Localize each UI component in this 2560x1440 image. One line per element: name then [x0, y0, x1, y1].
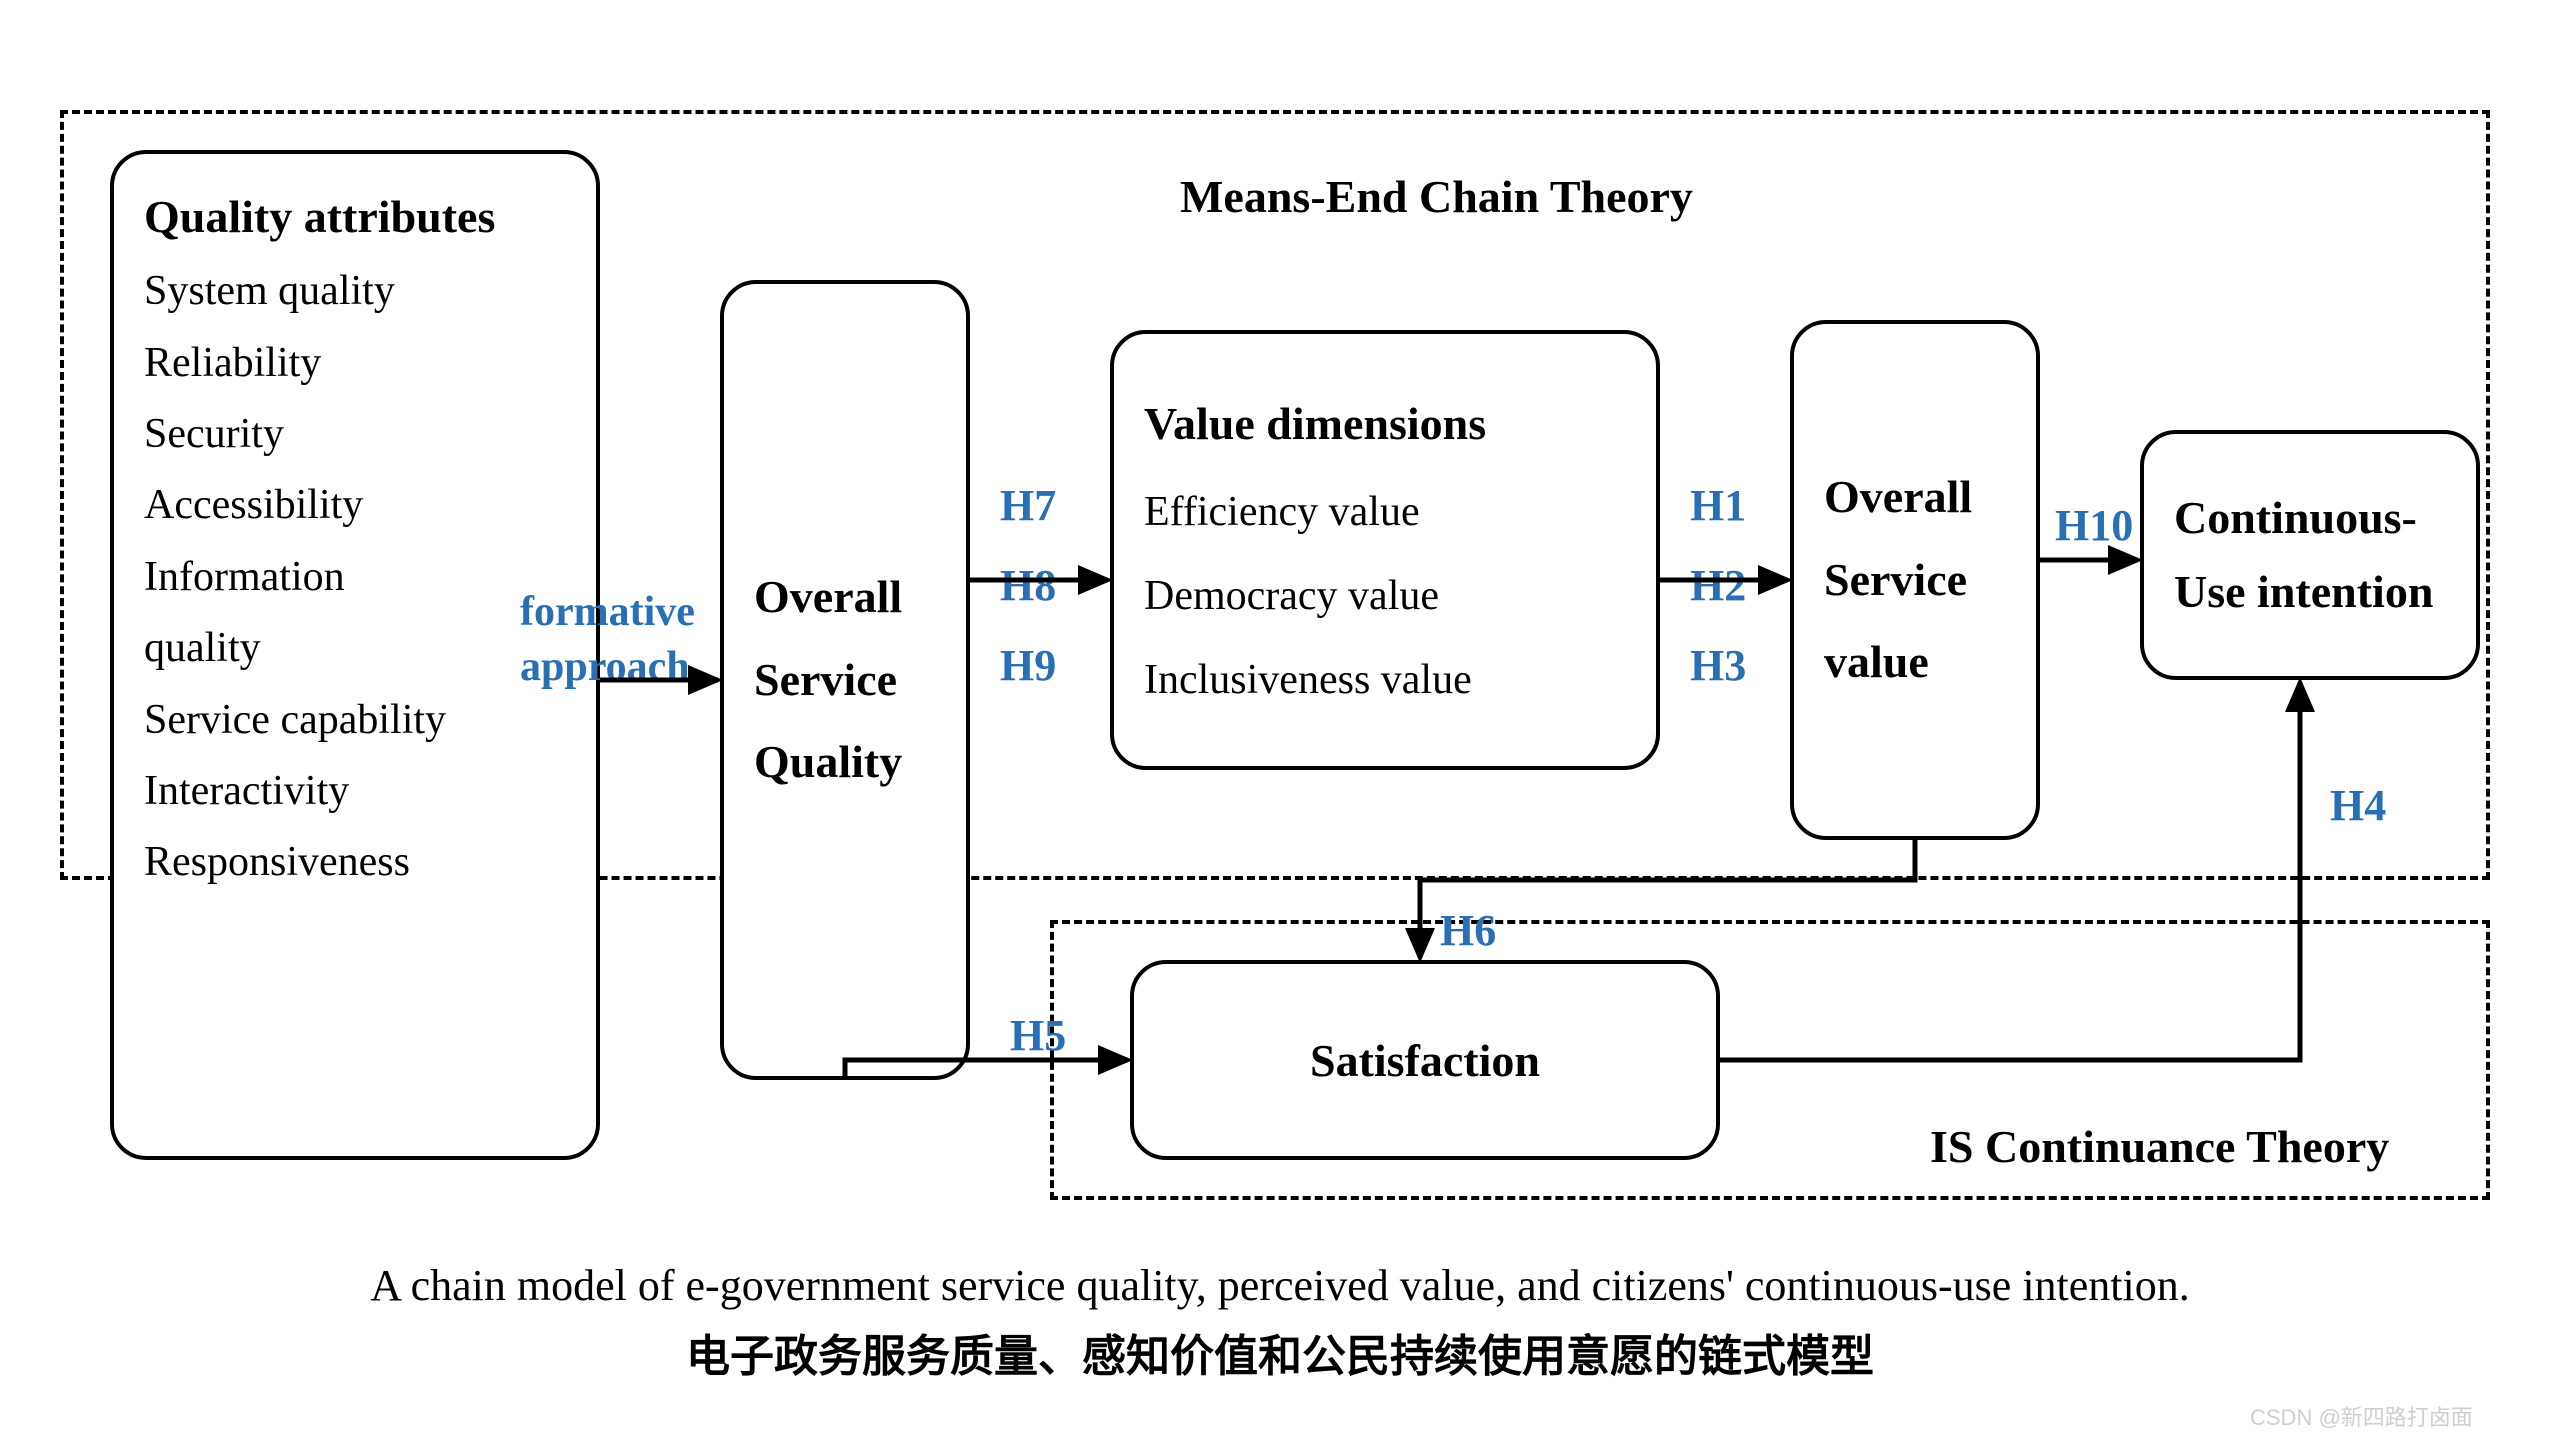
vd-item-0: Efficiency value	[1144, 470, 1626, 554]
oq-line-2: Quality	[754, 721, 936, 804]
qa-item-0: System quality	[144, 256, 566, 327]
formative-approach-label: formative approach	[520, 585, 695, 694]
quality-attributes-title: Quality attributes	[144, 191, 495, 242]
h7-label: H7	[1000, 480, 1056, 531]
means-end-label: Means-End Chain Theory	[1180, 170, 1693, 223]
qa-item-5: Service capability	[144, 685, 566, 756]
h2-label: H2	[1690, 560, 1746, 611]
qa-item-7: Responsiveness	[144, 827, 566, 898]
ov-line-0: Overall	[1824, 456, 2006, 539]
caption-zh: 电子政务服务质量、感知价值和公民持续使用意愿的链式模型	[0, 1320, 2560, 1384]
h10-label: H10	[2055, 500, 2133, 551]
h6-label: H6	[1440, 905, 1496, 956]
cu-line-1: Use intention	[2174, 555, 2446, 629]
ov-line-1: Service	[1824, 539, 2006, 622]
qa-item-4b: quality	[144, 613, 566, 684]
qa-item-4a: Information	[144, 542, 566, 613]
h8-label: H8	[1000, 560, 1056, 611]
watermark: CSDN @新四路打卤面	[2250, 1400, 2473, 1432]
ov-line-2: value	[1824, 621, 2006, 704]
h3-label: H3	[1690, 640, 1746, 691]
qa-item-1: Reliability	[144, 328, 566, 399]
h1-label: H1	[1690, 480, 1746, 531]
value-dimensions-title: Value dimensions	[1144, 378, 1626, 470]
vd-item-2: Inclusiveness value	[1144, 638, 1626, 722]
vd-item-1: Democracy value	[1144, 554, 1626, 638]
satisfaction-node: Satisfaction	[1130, 960, 1720, 1160]
qa-item-6: Interactivity	[144, 756, 566, 827]
h9-label: H9	[1000, 640, 1056, 691]
cu-line-0: Continuous-	[2174, 481, 2446, 555]
qa-item-3: Accessibility	[144, 470, 566, 541]
overall-quality-node: Overall Service Quality	[720, 280, 970, 1080]
h5-label: H5	[1010, 1010, 1066, 1061]
is-continuance-label: IS Continuance Theory	[1930, 1120, 2389, 1173]
overall-value-node: Overall Service value	[1790, 320, 2040, 840]
oq-line-1: Service	[754, 639, 936, 722]
caption-en: A chain model of e-government service qu…	[0, 1260, 2560, 1311]
satisfaction-title: Satisfaction	[1310, 1034, 1540, 1087]
h4-label: H4	[2330, 780, 2386, 831]
value-dimensions-node: Value dimensions Efficiency value Democr…	[1110, 330, 1660, 770]
oq-line-0: Overall	[754, 556, 936, 639]
qa-item-2: Security	[144, 399, 566, 470]
continuous-use-node: Continuous- Use intention	[2140, 430, 2480, 680]
